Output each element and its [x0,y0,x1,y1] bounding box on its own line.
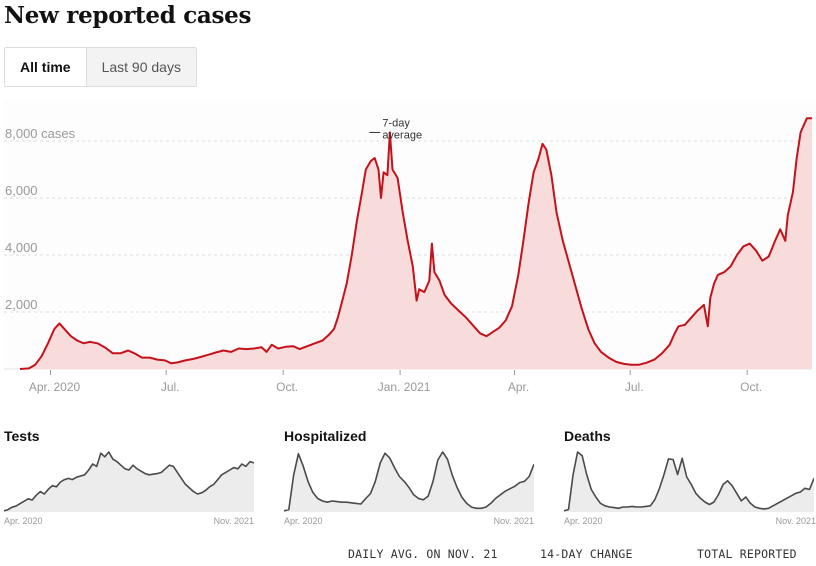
toggle-last-90-days[interactable]: Last 90 days [85,48,196,86]
x-tick-label: Jan. 2021 [378,380,431,394]
y-tick-label: 6,000 [5,183,38,198]
x-tick-label: Apr. 2020 [29,380,81,394]
tests-start-label: Apr. 2020 [4,516,43,526]
y-tick-label: 2,000 [5,297,38,312]
cases-area [20,118,812,369]
cases-chart: Apr. 2020 Jul. Oct. Jan. 2021 Apr. Jul. Oct. 2… [4,100,816,394]
x-tick-label: Jul. [161,380,180,394]
time-range-toggle: All time Last 90 days [4,47,197,87]
deaths-sparkline [564,451,814,512]
x-tick-label: Oct. [276,380,298,394]
deaths-panel: Deaths Apr. 2020 Nov. 2021 [564,428,816,533]
hospitalized-start-label: Apr. 2020 [284,516,323,526]
x-axis: Apr. 2020 Jul. Oct. Jan. 2021 Apr. Jul. Oct. [29,370,762,394]
cases-line [19,117,812,370]
x-tick-label: Oct. [740,380,762,394]
hospitalized-title: Hospitalized [284,428,367,444]
deaths-end-label: Nov. 2021 [775,516,816,526]
sparkline-line [4,451,254,512]
y-tick-label: 8,000 cases [5,126,76,141]
tests-sparkline [4,451,254,512]
deaths-title: Deaths [564,428,611,444]
sparkline-line [284,451,534,512]
y-tick-label: 4,000 [5,240,38,255]
x-tick-label: Jul. [625,380,644,394]
annotation-label-line2: average [382,129,422,141]
annotation-label-line1: 7-day [382,117,410,129]
sparkline-area [4,452,254,512]
hospitalized-end-label: Nov. 2021 [493,516,534,526]
sparkline-line [564,451,814,512]
tests-panel: Tests Apr. 2020 Nov. 2021 [4,428,264,533]
hospitalized-panel: Hospitalized Apr. 2020 Nov. 2021 [284,428,544,533]
toggle-all-time[interactable]: All time [5,48,86,86]
tests-end-label: Nov. 2021 [213,516,254,526]
hospitalized-sparkline [284,451,534,512]
footer-14-day-change: 14-DAY CHANGE [540,547,633,561]
footer-daily-avg: DAILY AVG. ON NOV. 21 [348,547,498,561]
footer-total-reported: TOTAL REPORTED [697,547,797,561]
sparkline-area [284,452,534,512]
y-axis: 2,000 4,000 6,000 8,000 cases [5,126,76,312]
deaths-start-label: Apr. 2020 [564,516,603,526]
tests-title: Tests [4,428,40,444]
x-tick-label: Apr. [508,380,529,394]
page-title: New reported cases [4,2,252,29]
